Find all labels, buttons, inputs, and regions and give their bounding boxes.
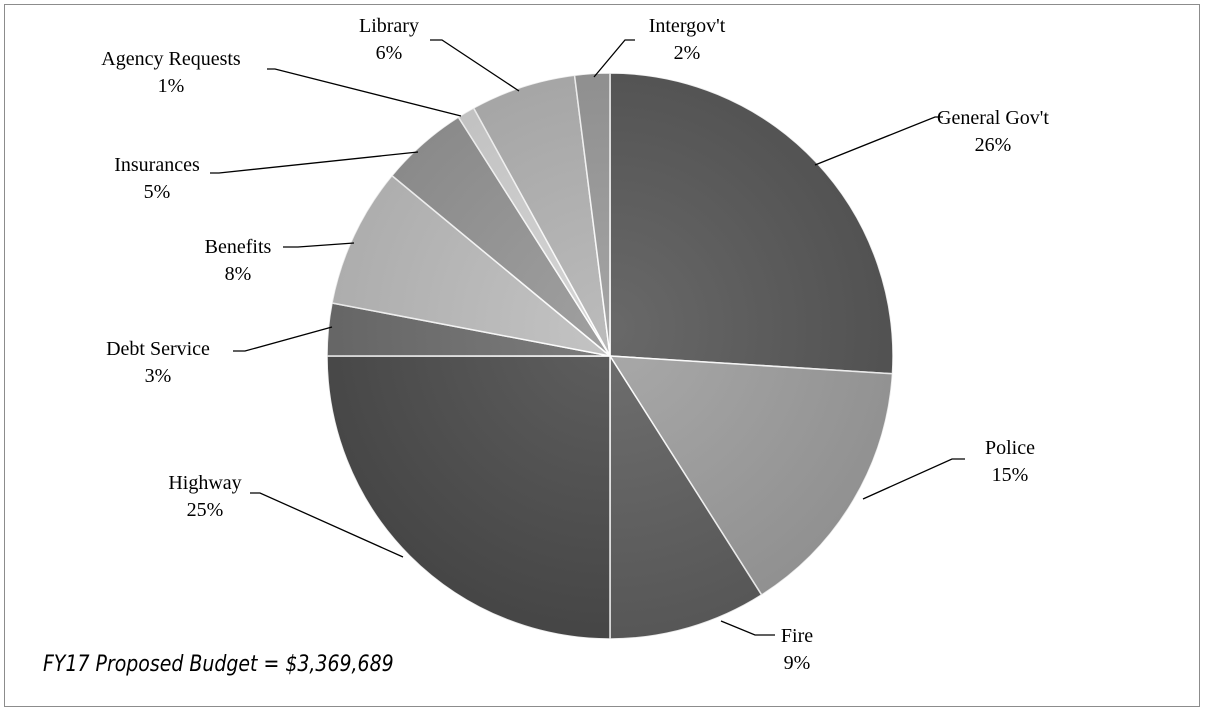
slice-label-police: Police 15% <box>985 437 1035 486</box>
leader-line-insurances <box>210 151 419 174</box>
slice-label-highway: Highway 25% <box>168 472 241 521</box>
leader-line-police <box>862 458 965 500</box>
slice-name: Agency Requests <box>101 48 241 70</box>
slice-name: Police <box>985 437 1035 459</box>
pie-slice-highway <box>326 355 611 640</box>
leader-line-highway <box>250 492 404 558</box>
slice-percent: 26% <box>975 134 1012 156</box>
leader-line-intergov-t <box>593 39 635 78</box>
slice-name: Highway <box>168 472 241 494</box>
leader-lines <box>210 39 965 636</box>
slice-label-agency-requests: Agency Requests 1% <box>101 48 241 97</box>
pie-chart: General Gov't 26% Police 15% Fire 9% Highway 25… <box>101 15 1049 674</box>
slice-percent: 15% <box>992 464 1029 486</box>
chart-frame: General Gov't 26% Police 15% Fire 9% Highway 25… <box>4 4 1200 707</box>
slice-label-general-gov-t: General Gov't 26% <box>937 107 1049 156</box>
slice-percent: 5% <box>144 181 171 203</box>
slice-name: Benefits <box>205 236 272 258</box>
slice-name: Insurances <box>114 154 200 176</box>
slice-percent: 9% <box>784 652 811 674</box>
slice-percent: 25% <box>187 499 224 521</box>
pie-slice-general-gov-t <box>609 72 894 375</box>
slice-name: Fire <box>781 625 813 647</box>
leader-line-library <box>430 39 520 92</box>
slice-percent: 1% <box>158 75 185 97</box>
slice-label-fire: Fire 9% <box>781 625 813 674</box>
slice-percent: 8% <box>225 263 252 285</box>
slice-name: General Gov't <box>937 107 1049 129</box>
budget-note: FY17 Proposed Budget = $3,369,689 <box>43 652 394 677</box>
slice-label-benefits: Benefits 8% <box>205 236 272 285</box>
slice-percent: 3% <box>145 365 172 387</box>
leader-line-fire <box>720 620 775 636</box>
slice-label-insurances: Insurances 5% <box>114 154 200 203</box>
leader-line-debt-service <box>233 326 333 352</box>
slice-labels: General Gov't 26% Police 15% Fire 9% Highway 25… <box>101 15 1049 674</box>
slice-percent: 6% <box>376 42 403 64</box>
slice-name: Intergov't <box>649 15 726 37</box>
leader-line-benefits <box>283 242 355 248</box>
pie-slices <box>326 72 894 640</box>
slice-label-debt-service: Debt Service 3% <box>106 338 210 387</box>
slice-label-library: Library 6% <box>359 15 419 64</box>
slice-name: Debt Service <box>106 338 210 360</box>
leader-line-general-gov-t <box>814 116 943 166</box>
slice-label-intergov-t: Intergov't 2% <box>649 15 726 64</box>
leader-line-agency-requests <box>267 68 462 117</box>
slice-name: Library <box>359 15 419 37</box>
slice-percent: 2% <box>674 42 701 64</box>
